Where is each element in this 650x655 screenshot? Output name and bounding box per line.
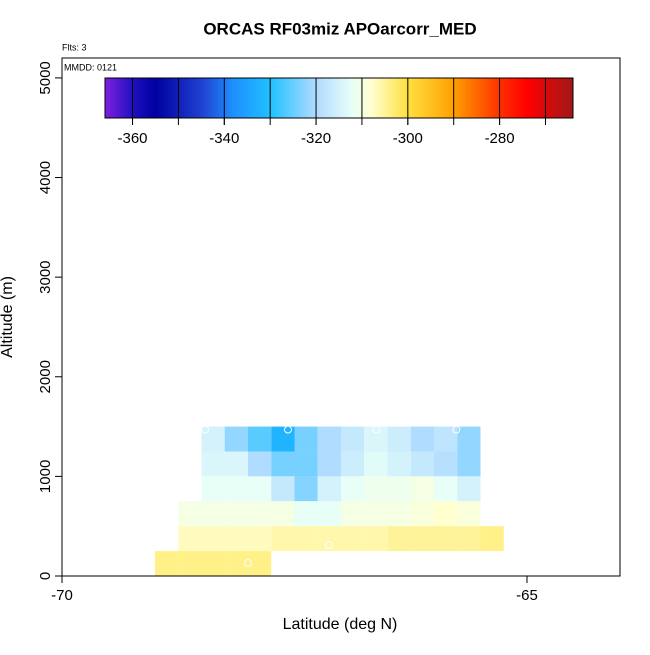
y-tick-label: 2000 (37, 360, 54, 393)
y-tick-label: 0 (37, 572, 54, 580)
heat-cell (248, 451, 272, 477)
flights-label: Flts: 3 (62, 42, 87, 52)
heat-cell (224, 476, 248, 502)
heat-cell (248, 476, 272, 502)
heat-cell (294, 501, 318, 527)
heat-cell (294, 526, 318, 552)
heat-cell (201, 551, 225, 576)
colorbar-tick-label: -320 (301, 130, 331, 147)
heat-cell (248, 526, 272, 552)
heat-cell (294, 426, 318, 452)
heat-cell (271, 451, 295, 477)
heat-cell (271, 476, 295, 502)
heat-cell (387, 426, 411, 452)
heat-cell (201, 426, 225, 452)
heat-cell (480, 526, 504, 552)
heat-cell (410, 476, 434, 502)
heat-cell (201, 476, 225, 502)
heat-cell (341, 526, 365, 552)
y-tick-label: 1000 (37, 460, 54, 493)
heat-cell (387, 451, 411, 477)
heat-cell (434, 451, 458, 477)
heat-cell (248, 501, 272, 527)
heat-cell (248, 426, 272, 452)
heat-cell (201, 526, 225, 552)
heat-cell (224, 526, 248, 552)
plot-frame (61, 57, 621, 577)
data-point (372, 425, 381, 434)
heat-cell (457, 426, 481, 452)
heat-cell (341, 451, 365, 477)
heat-cell (317, 426, 341, 452)
heat-cell (317, 501, 341, 527)
heat-cell (155, 551, 179, 576)
colorbar-tick-label: -340 (209, 130, 239, 147)
heat-cell (294, 476, 318, 502)
y-tick-label: 5000 (37, 61, 54, 94)
heat-cell (387, 476, 411, 502)
heat-cell (201, 501, 225, 527)
heat-cell (248, 551, 272, 576)
heat-cell (410, 501, 434, 527)
heat-cell (364, 426, 388, 452)
colorbar-tick-label: -360 (118, 130, 148, 147)
heat-cell (387, 526, 411, 552)
heat-cell (178, 526, 202, 552)
heat-cell (224, 451, 248, 477)
heat-cell (341, 476, 365, 502)
heat-cell (434, 426, 458, 452)
heat-cell (224, 501, 248, 527)
heat-cell (410, 451, 434, 477)
y-tick-label: 4000 (37, 161, 54, 194)
heat-cell (364, 476, 388, 502)
colorbar-tick-label: -280 (485, 130, 515, 147)
data-point (201, 425, 210, 434)
heat-cell (364, 526, 388, 552)
colorbar-tick-label: -300 (393, 130, 423, 147)
heat-cell (364, 501, 388, 527)
colorbar (104, 77, 574, 119)
heat-cell (317, 451, 341, 477)
heat-cell (410, 526, 434, 552)
heat-cell (457, 476, 481, 502)
y-tick-label: 3000 (37, 260, 54, 293)
x-tick-label: -70 (51, 587, 73, 604)
heat-cell (201, 451, 225, 477)
heat-cell (271, 501, 295, 527)
heat-cell (434, 501, 458, 527)
data-point (244, 559, 252, 568)
heat-cell (317, 476, 341, 502)
date-label: MMDD: 0121 (64, 62, 117, 72)
heat-cell (364, 451, 388, 477)
heat-cell (387, 501, 411, 527)
heat-cell (178, 551, 202, 576)
data-point (283, 425, 292, 434)
heat-cell (178, 501, 202, 527)
heat-cell (457, 451, 481, 477)
heat-cell (224, 426, 248, 452)
heat-cell (271, 526, 295, 552)
chart-title: ORCAS RF03miz APOarcorr_MED (203, 19, 476, 38)
heat-cell (294, 451, 318, 477)
x-tick-label: -65 (516, 587, 538, 604)
heat-cell (457, 501, 481, 527)
data-point (324, 541, 333, 550)
heat-cell (224, 551, 248, 576)
heat-cell (434, 476, 458, 502)
heat-cell (457, 526, 481, 552)
heat-cell (341, 426, 365, 452)
data-point (452, 425, 461, 434)
x-axis-label: Latitude (deg N) (283, 616, 398, 633)
heat-cell (434, 526, 458, 552)
heat-cell (317, 526, 341, 552)
heat-cell (410, 426, 434, 452)
heat-cell (341, 501, 365, 527)
y-axis-label: Altitude (m) (0, 276, 16, 358)
